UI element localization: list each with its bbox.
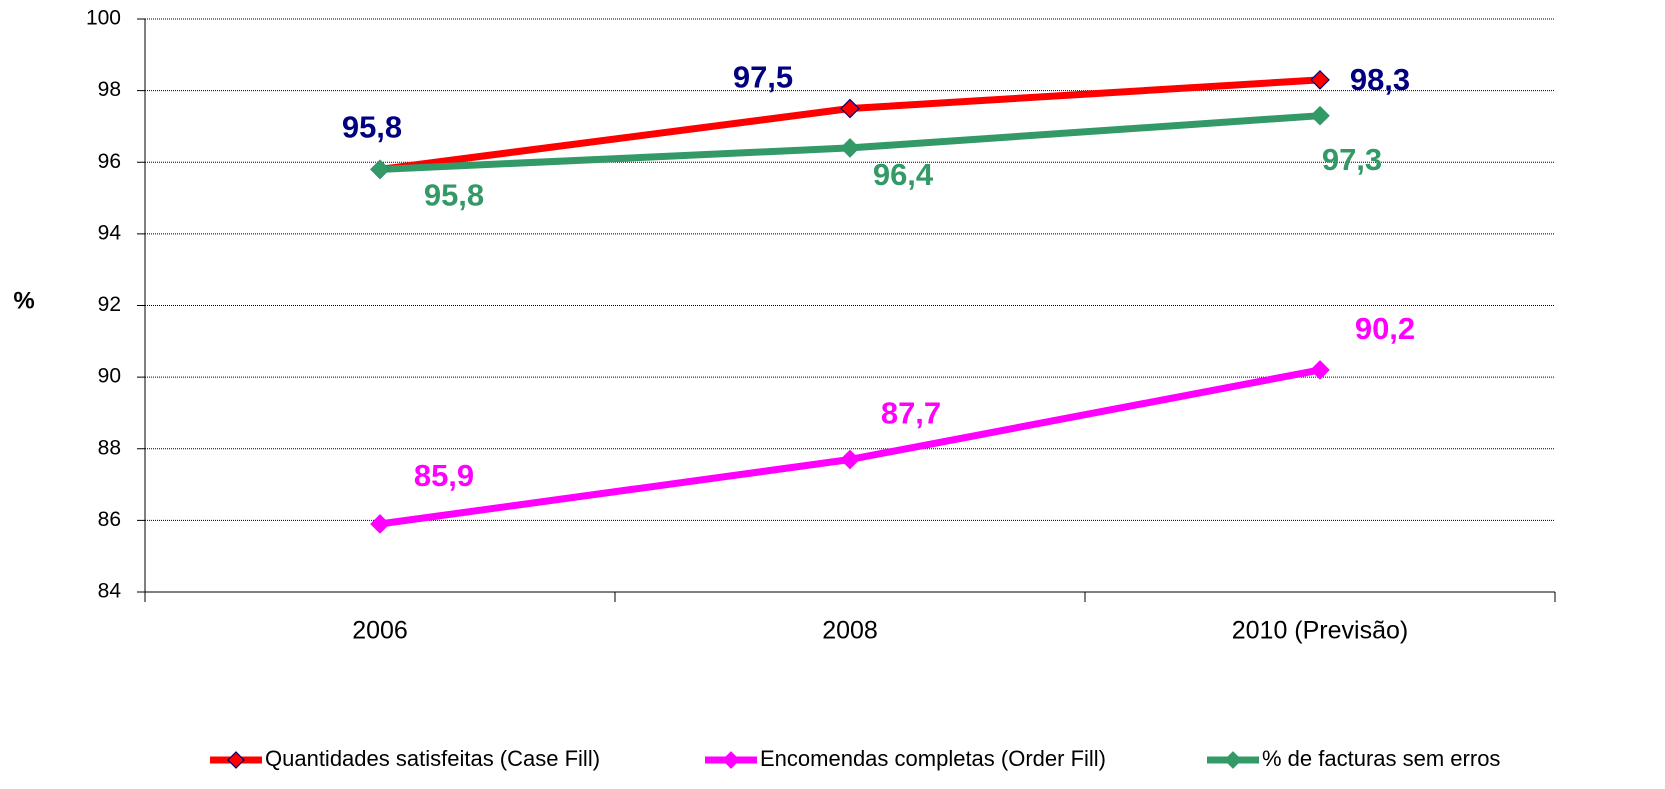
y-tick-label: 100 <box>86 7 121 30</box>
series-line <box>379 366 1321 528</box>
data-point <box>840 98 860 119</box>
y-tick-label: 96 <box>98 150 121 173</box>
y-tick-label: 92 <box>98 293 121 316</box>
data-label: 85,9 <box>414 458 474 493</box>
legend-label: Quantidades satisfeitas (Case Fill) <box>265 746 600 771</box>
y-tick-label: 86 <box>98 508 121 531</box>
legend-label: Encomendas completas (Order Fill) <box>760 746 1106 771</box>
legend-marker <box>722 751 740 769</box>
data-label: 90,2 <box>1355 311 1415 346</box>
data-label: 96,4 <box>873 157 934 192</box>
data-label: 95,8 <box>342 110 402 145</box>
data-label: 97,3 <box>1322 142 1382 177</box>
data-label: 98,3 <box>1350 62 1410 97</box>
data-label: 87,7 <box>881 396 941 431</box>
y-axis-label: % <box>13 287 34 314</box>
legend-marker <box>1224 751 1242 769</box>
y-tick-label: 88 <box>98 436 121 459</box>
y-tick-label: 90 <box>98 365 121 388</box>
y-tick-label: 94 <box>98 221 122 244</box>
x-tick-label: 2010 (Previsão) <box>1232 617 1408 645</box>
legend-marker <box>227 751 245 769</box>
data-point <box>370 159 390 180</box>
x-tick-label: 2006 <box>352 617 408 645</box>
data-point <box>370 514 390 534</box>
y-tick-label: 98 <box>98 78 121 101</box>
data-label: 95,8 <box>424 178 484 213</box>
data-point <box>840 138 860 158</box>
data-point <box>1310 105 1330 126</box>
data-label: 97,5 <box>733 60 793 95</box>
data-point <box>840 449 860 470</box>
data-point <box>1310 70 1330 90</box>
x-tick-label: 2008 <box>822 617 878 645</box>
y-tick-label: 84 <box>98 580 122 603</box>
legend-label: % de facturas sem erros <box>1262 746 1500 771</box>
data-point <box>1310 360 1330 380</box>
